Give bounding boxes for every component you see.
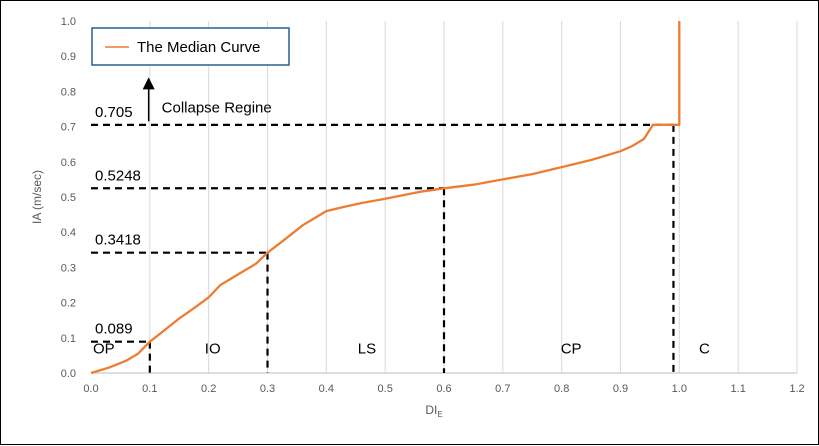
y-axis-title: IA (m/sec) bbox=[30, 170, 44, 224]
x-tick-label: 0.1 bbox=[142, 383, 157, 395]
collapse-label: Collapse Regine bbox=[162, 99, 272, 116]
zone-label: OP bbox=[93, 341, 115, 358]
x-tick-label: 0.8 bbox=[554, 383, 569, 395]
x-tick-label: 0.3 bbox=[260, 383, 275, 395]
x-axis-title: DIE bbox=[425, 403, 442, 419]
y-tick-label: 0.3 bbox=[61, 262, 76, 274]
x-tick-label: 0.2 bbox=[201, 383, 216, 395]
legend: The Median Curve bbox=[91, 27, 290, 66]
reference-value-label: 0.705 bbox=[95, 104, 133, 121]
x-tick-label: 0.5 bbox=[378, 383, 393, 395]
curve-layer bbox=[90, 21, 681, 375]
reference-value-label: 0.089 bbox=[95, 321, 133, 338]
zone-label: CP bbox=[561, 341, 582, 358]
x-tick-label: 0.7 bbox=[495, 383, 510, 395]
zone-label: IO bbox=[205, 341, 221, 358]
x-axis-title-main: DI bbox=[425, 403, 437, 417]
legend-label: The Median Curve bbox=[137, 39, 260, 56]
y-tick-label: 0.9 bbox=[61, 51, 76, 63]
annotations: 0.089 0.3418 0.5248 0.705 OP IO LS CP C Collapse … bbox=[93, 77, 710, 358]
y-tick-label: 0.6 bbox=[61, 157, 76, 169]
y-tick-label: 0.0 bbox=[61, 368, 76, 380]
y-tick-label: 0.8 bbox=[61, 86, 76, 98]
x-tick-label: 1.0 bbox=[672, 383, 687, 395]
y-tick-label: 0.4 bbox=[61, 227, 76, 239]
x-tick-label: 1.2 bbox=[789, 383, 804, 395]
x-tick-label: 0.4 bbox=[319, 383, 334, 395]
gridlines bbox=[91, 21, 798, 374]
tick-labels: 0.0 0.1 0.2 0.3 0.4 0.5 0.6 0.7 0.8 0.9 1.0 1.1 1.2 0… bbox=[61, 16, 805, 395]
reference-value-label: 0.5248 bbox=[95, 167, 141, 184]
y-tick-label: 0.5 bbox=[61, 192, 76, 204]
reference-value-label: 0.3418 bbox=[95, 232, 141, 249]
x-axis-title-subscript: E bbox=[437, 410, 442, 419]
reference-lines bbox=[91, 123, 675, 373]
zone-label: C bbox=[699, 341, 710, 358]
y-tick-label: 0.2 bbox=[61, 298, 76, 310]
x-tick-label: 0.6 bbox=[436, 383, 451, 395]
zone-label: LS bbox=[358, 341, 376, 358]
x-tick-label: 0.9 bbox=[613, 383, 628, 395]
x-tick-label: 1.1 bbox=[731, 383, 746, 395]
median-curve-line bbox=[90, 21, 681, 375]
y-tick-label: 0.1 bbox=[61, 333, 76, 345]
y-tick-label: 1.0 bbox=[61, 16, 76, 28]
y-tick-label: 0.7 bbox=[61, 122, 76, 134]
x-tick-label: 0.0 bbox=[83, 383, 98, 395]
